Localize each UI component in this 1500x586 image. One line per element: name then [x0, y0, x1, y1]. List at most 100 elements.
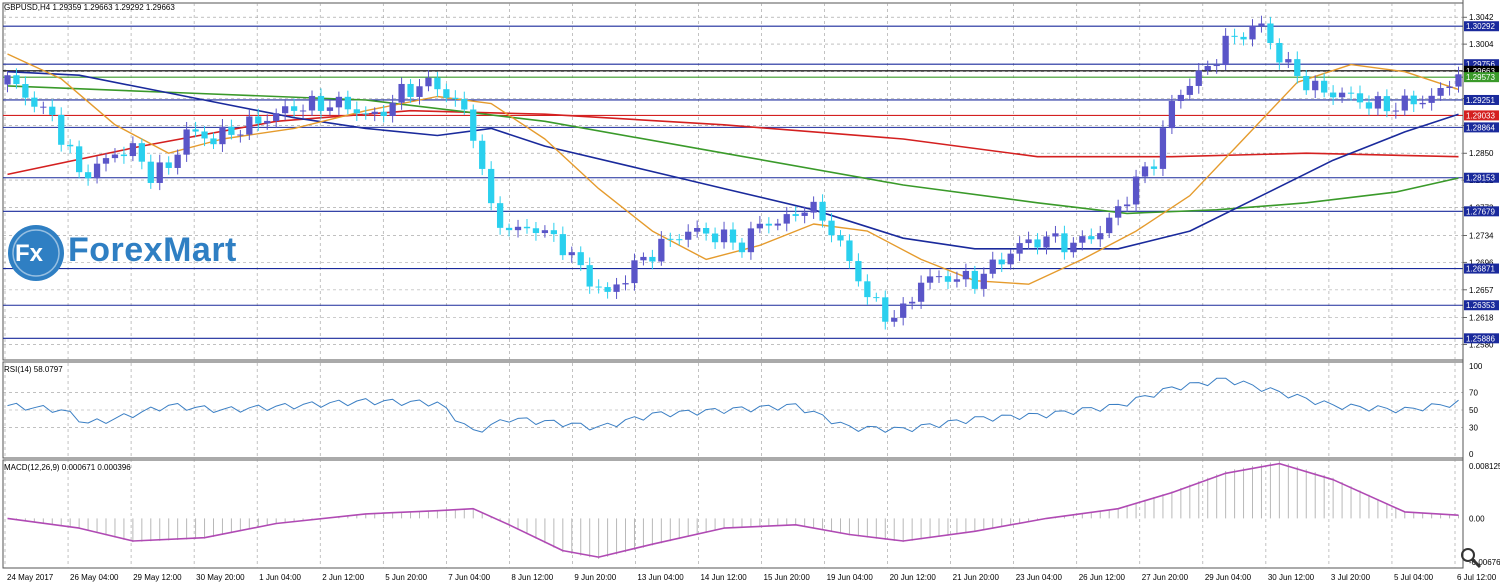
candle-body	[1150, 166, 1158, 169]
logo-fx-text: Fx	[15, 240, 44, 267]
candle-body	[67, 144, 74, 147]
candle-body	[398, 83, 405, 103]
candle-body	[577, 252, 584, 266]
candle-body	[828, 220, 835, 236]
candle-body	[470, 109, 477, 141]
candle-body	[282, 106, 289, 114]
x-axis-label: 26 May 04:00	[70, 573, 119, 582]
x-axis-label: 23 Jun 04:00	[1016, 573, 1063, 582]
candle-body	[1446, 86, 1453, 89]
x-axis-label: 14 Jun 12:00	[700, 573, 747, 582]
candle-body	[93, 163, 101, 179]
candle-body	[702, 227, 710, 234]
candle-body	[1455, 74, 1462, 87]
candle-body	[604, 287, 611, 292]
candle-body	[855, 261, 862, 282]
candle-body	[1410, 95, 1417, 105]
candle-body	[1186, 85, 1193, 95]
price-level-label: 1.26353	[1466, 301, 1495, 310]
candle-body	[640, 256, 647, 261]
candle-body	[729, 229, 737, 243]
candle-body	[1222, 35, 1229, 66]
candle-body	[1079, 236, 1086, 243]
candle-body	[541, 230, 549, 234]
candle-body	[882, 297, 889, 322]
forexmart-logo: Fx ForexMart	[6, 223, 251, 283]
candle-body	[676, 239, 683, 241]
price-level-label: 1.29663	[1466, 67, 1495, 76]
candle-body	[219, 126, 226, 145]
candle-body	[1070, 242, 1077, 253]
price-level-box	[1464, 65, 1499, 76]
candle-body	[944, 276, 952, 282]
candle-body	[1061, 233, 1068, 253]
candle-body	[1204, 66, 1211, 71]
candle-body	[1285, 59, 1292, 63]
y-axis-label: 1.3004	[1469, 40, 1494, 49]
rsi-axis-label: 70	[1469, 388, 1478, 397]
zoom-icon[interactable]	[1460, 547, 1482, 569]
candle-body	[344, 96, 351, 110]
moving-average-mid	[7, 70, 1459, 250]
price-level-label: 1.29251	[1466, 96, 1495, 105]
x-axis-label: 29 May 12:00	[133, 573, 182, 582]
x-axis-label: 21 Jun 20:00	[953, 573, 1000, 582]
price-level-box	[1464, 21, 1499, 32]
price-level-box	[1464, 263, 1499, 274]
price-level-box	[1464, 122, 1499, 133]
candle-body	[622, 283, 629, 285]
candle-body	[496, 203, 504, 228]
candle-body	[1213, 65, 1220, 67]
candle-body	[514, 226, 522, 231]
candle-body	[49, 106, 56, 115]
y-axis-label: 1.2657	[1469, 286, 1494, 295]
candle-body	[980, 273, 987, 289]
candle-body	[22, 84, 29, 98]
macd-indicator-label: MACD(12,26,9) 0.000671 0.000396	[4, 463, 131, 472]
candle-body	[935, 276, 943, 278]
candle-body	[532, 228, 540, 234]
candle-body	[756, 223, 764, 229]
price-level-label: 1.29573	[1466, 73, 1495, 82]
candle-body	[1428, 95, 1435, 103]
price-level-label: 1.25886	[1466, 334, 1495, 343]
candle-body	[971, 270, 978, 289]
candle-body	[290, 106, 298, 111]
candle-body	[228, 126, 235, 135]
x-axis-label: 19 Jun 04:00	[827, 573, 874, 582]
candle-body	[120, 154, 128, 157]
price-level-label: 1.27679	[1466, 207, 1495, 216]
candle-body	[1132, 176, 1140, 205]
candle-body	[58, 114, 65, 145]
candle-body	[76, 146, 83, 173]
rsi-axis-label: 0	[1469, 450, 1474, 459]
candle-body	[837, 235, 844, 241]
candle-body	[1249, 25, 1256, 40]
candle-body	[819, 201, 826, 221]
candle-body	[765, 223, 772, 226]
x-axis-label: 6 Jul 12:00	[1457, 573, 1497, 582]
candle-body	[1052, 233, 1059, 237]
candle-body	[353, 109, 360, 114]
candle-body	[1321, 80, 1328, 93]
candle-body	[210, 138, 217, 145]
candle-body	[1437, 88, 1444, 96]
x-axis-label: 5 Jul 04:00	[1394, 573, 1434, 582]
rsi-axis-label: 50	[1469, 406, 1478, 415]
rsi-line	[7, 377, 1459, 433]
candle-body	[1088, 236, 1095, 240]
candle-body	[1159, 128, 1167, 169]
price-level-label: 1.29756	[1466, 60, 1495, 69]
candle-body	[891, 317, 898, 322]
candle-body	[649, 256, 656, 262]
candle-body	[425, 77, 432, 87]
candle-body	[1329, 92, 1337, 98]
candle-body	[738, 242, 746, 253]
candle-body	[1123, 204, 1131, 207]
candle-body	[380, 111, 387, 116]
x-axis-label: 27 Jun 20:00	[1142, 573, 1189, 582]
candle-body	[40, 106, 47, 108]
candle-body	[962, 270, 970, 280]
x-axis-label: 9 Jun 20:00	[574, 573, 616, 582]
